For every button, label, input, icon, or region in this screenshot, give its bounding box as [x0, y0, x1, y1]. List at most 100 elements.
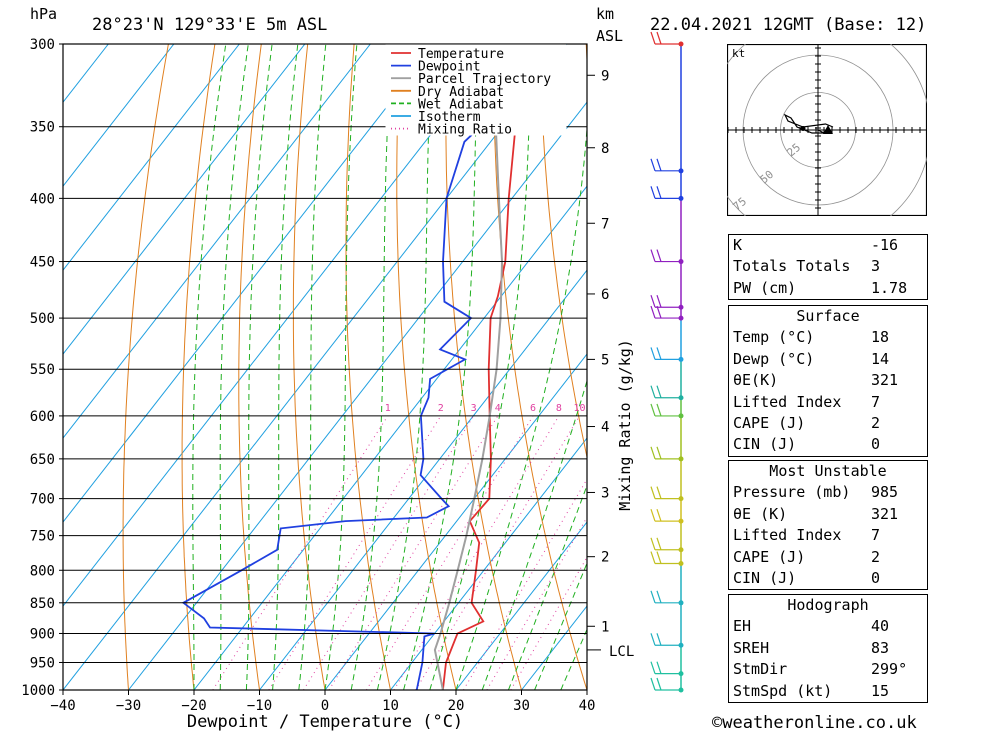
- pressure-tick-label: 750: [30, 529, 55, 545]
- wind-barb-flag: [650, 677, 656, 691]
- hodograph-index-label: StmDir: [733, 660, 788, 679]
- wind-barb-flag: [656, 537, 662, 550]
- surface-index-label: Dewp (°C): [733, 349, 815, 368]
- temperature-tick-label: −40: [50, 698, 75, 714]
- wind-barb-flag: [656, 31, 662, 45]
- wind-barb-flag: [656, 403, 662, 417]
- isotherm-line: [63, 44, 437, 523]
- wet-adiabat-line: [403, 44, 479, 690]
- hodograph-unit: kt: [732, 47, 745, 60]
- height-tick-label: 4: [601, 420, 609, 436]
- isotherm-line: [455, 521, 587, 690]
- pressure-tick-label: 1000: [21, 683, 55, 699]
- temperature-tick-label: −20: [181, 698, 206, 714]
- pressure-tick-label: 550: [30, 362, 55, 378]
- wind-barb-flag: [656, 305, 662, 319]
- height-tick-label: 8: [601, 141, 609, 157]
- most-unstable-index-label: CAPE (J): [733, 547, 806, 566]
- surface-index-value: 321: [871, 371, 899, 390]
- surface-index-label: CAPE (J): [733, 413, 806, 432]
- mixing-ratio-line: [303, 415, 475, 690]
- height-tick-label: 5: [601, 352, 609, 368]
- mixing-ratio-line: [365, 415, 534, 690]
- height-tick-label: 2: [601, 550, 609, 566]
- isotherm-line: [63, 44, 306, 355]
- pressure-tick-label: 650: [30, 452, 55, 468]
- surface-index-value: 2: [871, 413, 881, 432]
- pressure-tick-label: 350: [30, 120, 55, 136]
- pw-row: PW (cm) 1.78: [729, 278, 927, 299]
- hodograph-trace: [783, 113, 834, 134]
- surface-index-row: CAPE (J) 2: [729, 413, 927, 434]
- wind-profile: [650, 31, 684, 693]
- most-unstable-index-value: 321: [871, 504, 899, 523]
- pressure-tick-label: 400: [30, 191, 55, 207]
- isotherm-line: [63, 44, 568, 690]
- dry-adiabat-line: [292, 44, 326, 690]
- wind-barb-flag: [650, 446, 656, 460]
- dry-adiabat-line: [953, 26, 1000, 690]
- most-unstable-index-row: Lifted Index 7: [729, 525, 927, 546]
- dry-adiabat-line: [492, 44, 587, 690]
- surface-index-row: Temp (°C) 18: [729, 327, 927, 348]
- pressure-tick-label: 900: [30, 626, 55, 642]
- legend-label: Mixing Ratio: [418, 123, 512, 138]
- wet-adiabat-line: [455, 122, 587, 690]
- pressure-tick-label: 450: [30, 255, 55, 271]
- wind-barb-flag: [656, 385, 662, 398]
- hodograph-index-row: SREH 83: [729, 638, 927, 659]
- hodograph-index-value: 83: [871, 638, 890, 657]
- surface-index-row: θE(K) 321: [729, 370, 927, 391]
- pressure-tick-label: 700: [30, 492, 55, 508]
- legend-label: Temperature: [418, 47, 504, 62]
- most-unstable-index-label: CIN (J): [733, 568, 797, 587]
- totals-row: Totals Totals 3: [729, 256, 927, 277]
- stability-indices: K -16 Totals Totals 3 PW (cm) 1.78: [728, 234, 928, 301]
- hodograph-index-value: 299°: [871, 660, 908, 679]
- date-title: 22.04.2021 12GMT (Base: 12): [650, 15, 926, 35]
- isotherm-line: [63, 44, 175, 187]
- most-unstable-box: Most Unstable Pressure (mb) 985 θE (K) 321 L…: [728, 460, 928, 591]
- wet-adiabat-line: [219, 44, 249, 690]
- hodograph-point: [800, 126, 806, 131]
- wind-barb-flag: [650, 403, 656, 417]
- surface-index-value: 7: [871, 392, 881, 411]
- surface-index-label: CIN (J): [733, 435, 797, 454]
- surface-index-row: Dewp (°C) 14: [729, 349, 927, 370]
- wet-adiabat-line: [507, 484, 587, 690]
- totals-value: 3: [871, 257, 881, 276]
- legend-label: Isotherm: [418, 110, 481, 125]
- legend-label: Dewpoint: [418, 60, 481, 75]
- wind-barb-flag: [656, 158, 662, 172]
- height-axis: 1 2 3 4 5 6 7 8 9 LCL: [587, 68, 634, 660]
- height-tick-label: 3: [601, 485, 609, 501]
- most-unstable-index-row: CIN (J) 0: [729, 568, 927, 589]
- k-value: -16: [871, 236, 899, 254]
- mixing-ratio-value: 1: [385, 403, 391, 414]
- hodograph-index-row: StmSpd (kt) 15: [729, 681, 927, 702]
- most-unstable-index-label: Lifted Index: [733, 526, 842, 545]
- wind-barb-flag: [656, 508, 662, 522]
- wind-barb-flag: [650, 31, 656, 45]
- wet-adiabat-line: [350, 44, 393, 690]
- most-unstable-title: Most Unstable: [769, 462, 887, 480]
- surface-index-label: Temp (°C): [733, 328, 815, 347]
- mixing-ratio-value: 6: [530, 403, 536, 414]
- most-unstable-index-label: θE (K): [733, 504, 788, 523]
- wind-barb-flag: [656, 661, 662, 674]
- wind-barb-flag: [656, 249, 662, 262]
- isotherm-line: [259, 269, 587, 690]
- pressure-tick-label: 300: [30, 37, 55, 53]
- hodograph-title: Hodograph: [787, 596, 869, 614]
- credit-text: ©weatheronline.co.uk: [712, 713, 917, 733]
- height-tick-label: 1: [601, 619, 609, 635]
- dry-adiabat-line: [445, 44, 522, 690]
- mixing-ratio-value: 10: [574, 403, 586, 414]
- temperature-axis: −40 −30 −20 −10 0 10 20 30 40: [50, 690, 595, 714]
- temperature-tick-label: 10: [382, 698, 399, 714]
- legend-label: Wet Adiabat: [418, 97, 504, 112]
- wind-barb-flag: [650, 508, 656, 522]
